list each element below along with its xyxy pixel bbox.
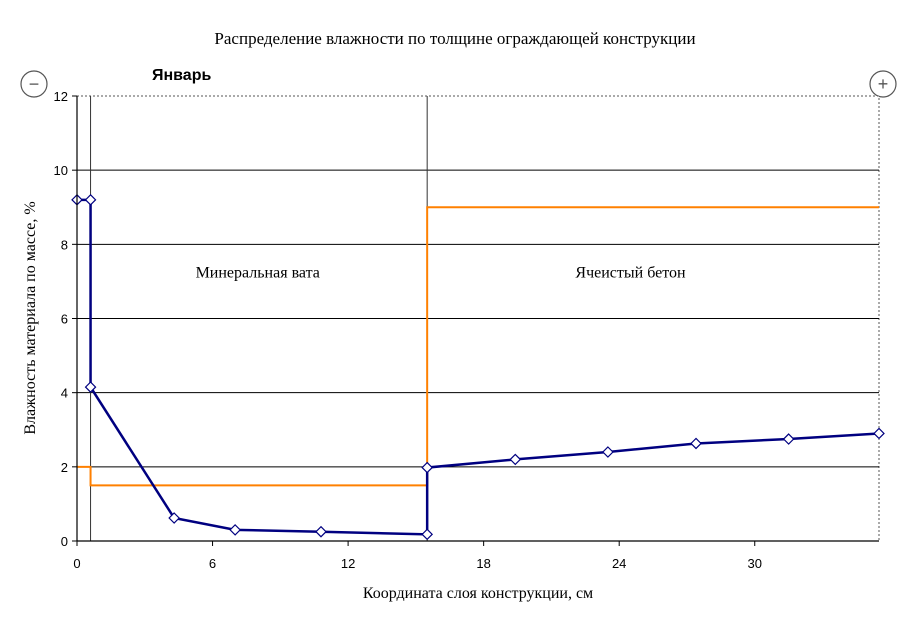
- y-tick-label: 0: [61, 534, 68, 549]
- x-tick-label: 12: [341, 556, 355, 571]
- max-moisture-series-line: [77, 206, 879, 487]
- y-tick-label: 2: [61, 460, 68, 475]
- data-point-marker: [421, 461, 434, 474]
- y-axis-ticks: 0 2 4 6 8 10 12: [54, 89, 77, 549]
- data-point-marker: [168, 512, 180, 524]
- x-tick-label: 0: [73, 556, 80, 571]
- data-point-marker: [782, 433, 795, 445]
- chart-subtitle: Январь: [152, 67, 211, 84]
- zoom-out-label: −: [29, 74, 40, 94]
- y-axis-label: Влажность материала по массе, %: [22, 201, 39, 434]
- x-tick-label: 30: [748, 556, 762, 571]
- data-point-marker: [229, 524, 241, 536]
- y-tick-label: 4: [61, 386, 68, 401]
- zoom-in-label: +: [878, 74, 889, 94]
- annotations: Минеральная вата Ячеистый бетон: [196, 265, 686, 282]
- data-point-marker: [84, 381, 97, 393]
- y-tick-label: 10: [54, 163, 68, 178]
- chart-title: Распределение влажности по толщине ограж…: [214, 29, 695, 48]
- zoom-in-button[interactable]: +: [869, 70, 897, 98]
- zoom-in-icon: [869, 70, 897, 98]
- data-point-marker: [315, 525, 327, 538]
- zoom-out-button[interactable]: −: [20, 70, 48, 98]
- data-point-marker: [873, 427, 885, 440]
- x-axis-ticks: 0 6 12 18 24 30: [73, 541, 762, 571]
- series-layer: [71, 193, 885, 541]
- grid-lines: [77, 169, 879, 468]
- data-point-marker: [690, 437, 702, 450]
- y-tick-label: 6: [61, 312, 68, 327]
- y-tick-label: 12: [54, 89, 68, 104]
- data-point-marker: [84, 193, 97, 206]
- x-axis-label: Координата слоя конструкции, см: [363, 585, 593, 602]
- zoom-out-icon: [20, 70, 48, 98]
- data-point-marker: [421, 528, 434, 541]
- layer-annotation: Ячеистый бетон: [575, 265, 686, 282]
- x-tick-label: 6: [209, 556, 216, 571]
- x-tick-label: 18: [476, 556, 490, 571]
- data-point-marker: [602, 446, 614, 458]
- x-tick-label: 24: [612, 556, 626, 571]
- data-point-marker: [509, 453, 522, 466]
- layer-annotation: Минеральная вата: [196, 265, 320, 282]
- y-tick-label: 8: [61, 237, 68, 252]
